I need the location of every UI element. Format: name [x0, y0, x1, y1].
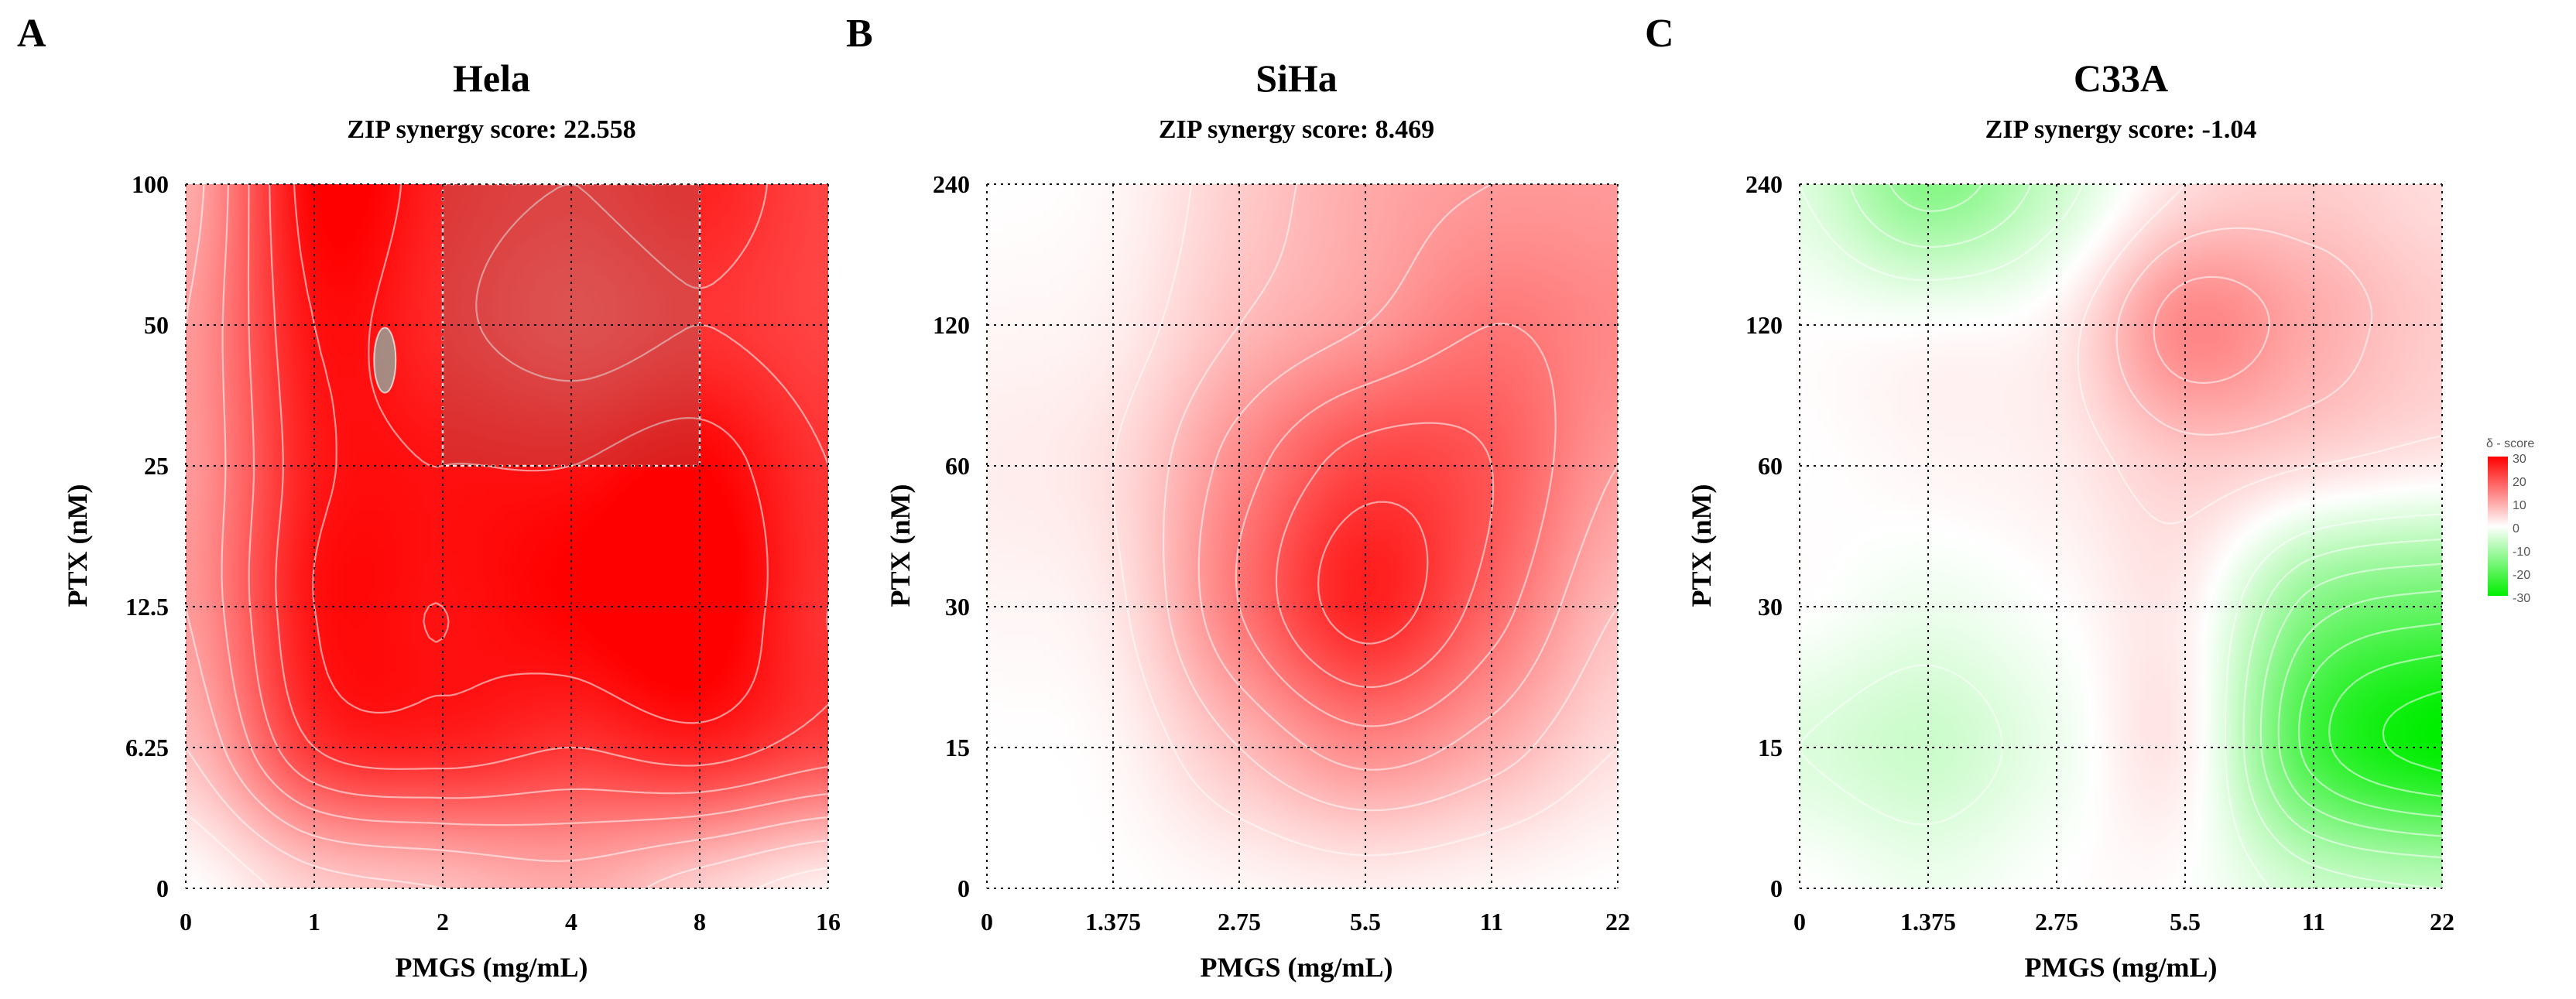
- panel-b: B SiHa ZIP synergy score: 8.469 0 1.375 2.…: [844, 0, 1695, 999]
- legend-tick: 30: [2513, 453, 2526, 466]
- panel-c: C C33A ZIP synergy score: -1.04 0 1.375 2.…: [1641, 0, 2492, 999]
- y-axis-label: PTX (nM): [1686, 484, 1717, 607]
- chart-title: C33A: [2074, 56, 2168, 100]
- chart-title: SiHa: [1255, 56, 1338, 100]
- y-tick-label: 240: [1745, 170, 1783, 198]
- legend-tick: 0: [2513, 522, 2519, 535]
- x-tick-label: 16: [816, 908, 841, 936]
- chart-subtitle: ZIP synergy score: -1.04: [1985, 115, 2257, 144]
- heatmap-c33a: C C33A ZIP synergy score: -1.04 0 1.375 2.…: [1645, 12, 2454, 983]
- x-tick-label: 22: [1605, 908, 1630, 936]
- x-tick-label: 1: [308, 908, 320, 936]
- y-tick-label: 15: [1758, 734, 1783, 761]
- panel-label: B: [846, 12, 873, 56]
- heatmap-hela: A Hela ZIP synergy score: 22.558 0 1 2 4 8 16…: [17, 12, 841, 983]
- x-tick-label: 0: [981, 908, 993, 936]
- x-axis-label: PMGS (mg/mL): [2025, 952, 2218, 983]
- y-axis-label: PTX (nM): [62, 484, 93, 607]
- legend-colorbar: [2488, 457, 2508, 596]
- panel-label: C: [1645, 12, 1674, 56]
- x-tick-label: 2.75: [1218, 908, 1261, 936]
- x-tick-label: 22: [2430, 908, 2454, 936]
- x-tick-label: 0: [1793, 908, 1806, 936]
- legend-tick: 10: [2513, 499, 2526, 512]
- x-tick-label: 11: [2302, 908, 2325, 936]
- x-tick-label: 2.75: [2035, 908, 2078, 936]
- x-tick-label: 1.375: [1085, 908, 1141, 936]
- x-tick-label: 1.375: [1900, 908, 1956, 936]
- y-tick-label: 100: [132, 170, 169, 198]
- y-tick-label: 6.25: [125, 734, 169, 761]
- y-tick-label: 50: [144, 311, 169, 339]
- y-tick-label: 60: [945, 452, 970, 480]
- y-tick-label: 0: [1770, 874, 1783, 902]
- y-tick-label: 30: [1758, 593, 1783, 621]
- chart-title: Hela: [453, 56, 530, 100]
- y-tick-label: 25: [144, 452, 169, 480]
- x-tick-label: 2: [437, 908, 449, 936]
- y-axis-label: PTX (nM): [885, 484, 916, 607]
- y-tick-label: 12.5: [125, 593, 169, 621]
- y-tick-label: 0: [957, 874, 970, 902]
- y-tick-label: 120: [933, 311, 970, 339]
- legend-title: δ - score: [2486, 437, 2534, 450]
- heatmap-surface: [1800, 184, 2442, 888]
- y-tick-label: 240: [933, 170, 970, 198]
- panel-a: A Hela ZIP synergy score: 22.558 0 1 2 4 8 16…: [0, 0, 851, 999]
- heatmap-surface: [186, 184, 828, 888]
- x-axis-label: PMGS (mg/mL): [396, 952, 588, 983]
- heatmap-surface: [987, 184, 1618, 888]
- contour-lines: [1798, 183, 2443, 890]
- x-tick-label: 5.5: [2170, 908, 2201, 936]
- y-tick-label: 60: [1758, 452, 1783, 480]
- x-tick-label: 11: [1480, 908, 1503, 936]
- x-tick-label: 8: [694, 908, 706, 936]
- y-tick-label: 0: [156, 874, 169, 902]
- x-tick-label: 0: [180, 908, 192, 936]
- heatmap-siha: B SiHa ZIP synergy score: 8.469 0 1.375 2.…: [846, 12, 1630, 983]
- y-tick-label: 30: [945, 593, 970, 621]
- legend-tick: -30: [2513, 592, 2530, 605]
- x-tick-label: 4: [565, 908, 577, 936]
- chart-subtitle: ZIP synergy score: 22.558: [347, 115, 635, 144]
- legend-tick: -20: [2513, 569, 2530, 582]
- legend-tick: 20: [2513, 476, 2526, 489]
- chart-subtitle: ZIP synergy score: 8.469: [1159, 115, 1434, 144]
- y-tick-label: 15: [945, 734, 970, 761]
- color-legend: δ - score 30 20 10 0 -10 -20 -30: [2483, 433, 2568, 619]
- x-tick-label: 5.5: [1350, 908, 1381, 936]
- y-tick-label: 120: [1745, 311, 1783, 339]
- panel-label: A: [17, 12, 46, 56]
- x-axis-label: PMGS (mg/mL): [1201, 952, 1393, 983]
- legend-tick: -10: [2513, 546, 2530, 559]
- peak-marker: [373, 327, 397, 394]
